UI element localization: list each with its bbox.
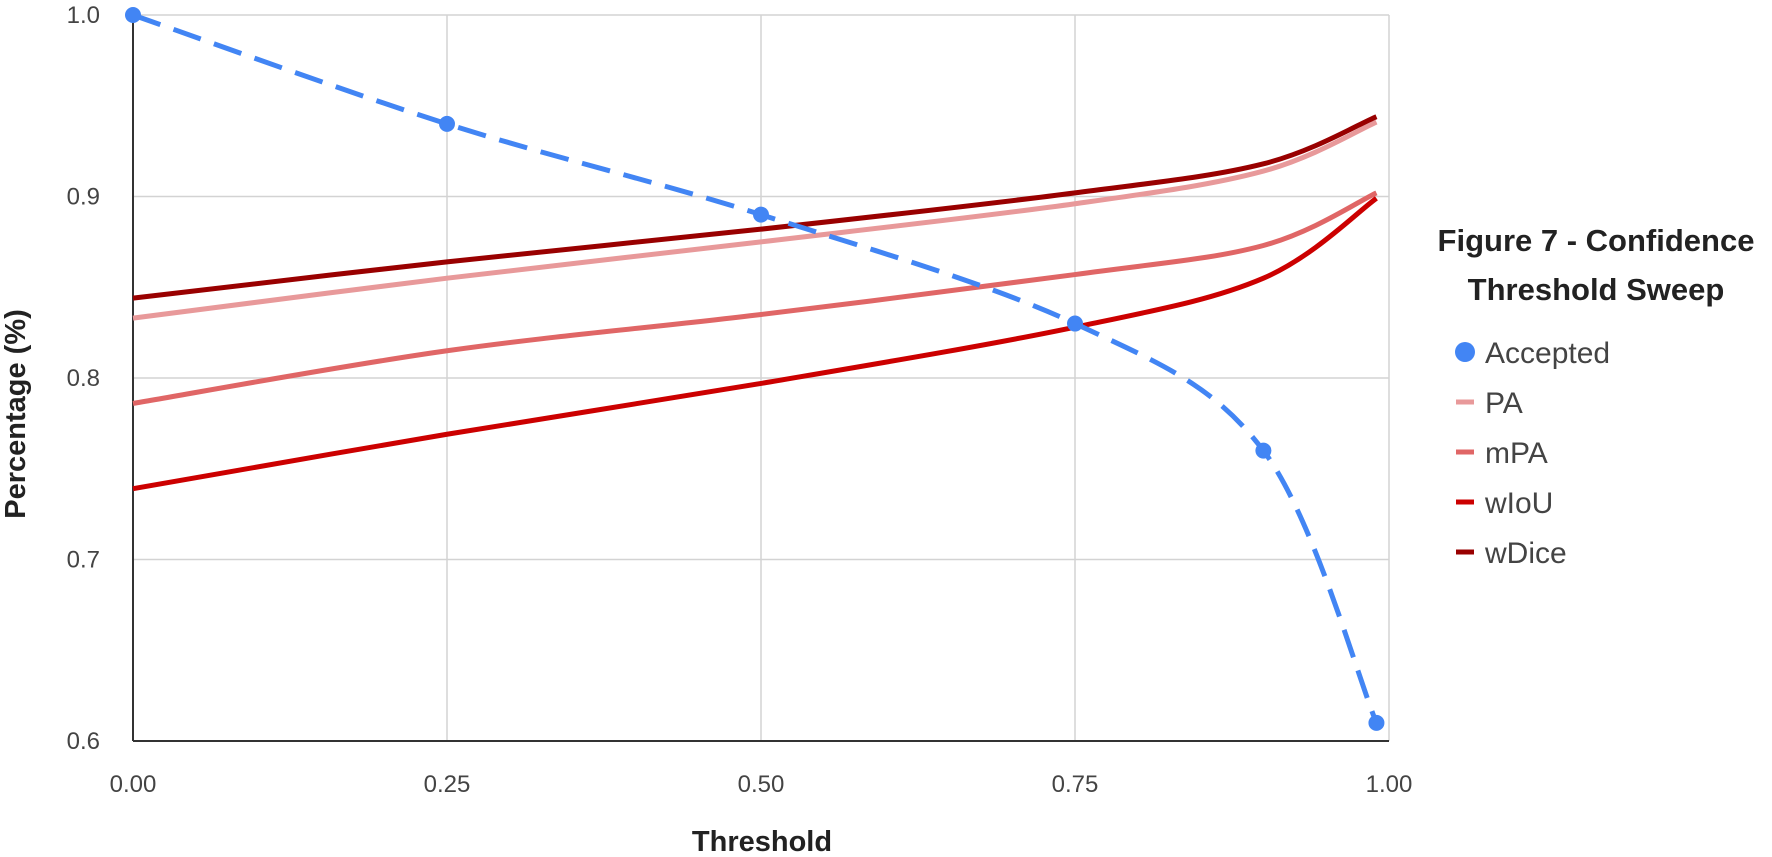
legend-title-line-1: Figure 7 - Confidence: [1438, 223, 1755, 258]
legend-item-accepted: Accepted: [1455, 337, 1610, 370]
legend-label-pa: PA: [1485, 387, 1523, 420]
series-line-mpa: [132, 190, 1378, 406]
legend-title-line-2: Threshold Sweep: [1468, 272, 1725, 307]
legend-items: Accepted PA mPA wIoU wDice: [1455, 337, 1610, 570]
gridlines: [132, 14, 1390, 742]
legend-label-accepted: Accepted: [1485, 337, 1610, 370]
legend: Figure 7 - Confidence Threshold Sweep Ac…: [1438, 223, 1755, 570]
series-line-accepted: [132, 12, 1379, 724]
x-tick-label: 1.00: [1366, 771, 1413, 798]
series-line-wdice: [132, 114, 1378, 301]
series-wiou: [132, 196, 1378, 492]
y-axis-title: Percentage (%): [0, 309, 32, 519]
y-tick-label: 0.9: [67, 184, 100, 211]
y-tick-label: 0.8: [67, 365, 100, 392]
series-mpa: [132, 190, 1378, 406]
x-axis-title: Threshold: [692, 826, 832, 857]
y-tick-label: 0.6: [67, 728, 100, 755]
legend-item-mpa: mPA: [1456, 437, 1548, 470]
series-pa: [132, 119, 1378, 321]
x-tick-label: 0.50: [738, 771, 785, 798]
legend-label-wdice: wDice: [1484, 537, 1567, 570]
y-tick-label: 1.0: [67, 2, 100, 29]
data-point-accepted: [125, 7, 141, 23]
data-point-accepted: [1067, 315, 1083, 332]
axes: [132, 15, 1389, 742]
legend-marker-accepted: [1455, 342, 1475, 362]
data-point-accepted: [439, 115, 455, 132]
x-tick-label: 0.75: [1052, 771, 1099, 798]
series-accepted: [125, 7, 1385, 731]
x-tick-label: 0.00: [110, 771, 157, 798]
tick-labels: 0.00 0.25 0.50 0.75 1.00 0.6 0.7 0.8 0.9 1.0: [67, 2, 1413, 798]
data-point-accepted: [753, 206, 769, 223]
plot-area: [125, 7, 1385, 731]
legend-label-mpa: mPA: [1485, 437, 1548, 470]
series-line-pa: [132, 119, 1378, 321]
data-point-accepted: [1255, 442, 1272, 459]
x-tick-label: 0.25: [424, 771, 471, 798]
series-line-wiou: [132, 196, 1378, 492]
data-point-accepted: [1368, 714, 1385, 731]
series-wdice: [132, 114, 1378, 301]
legend-item-wiou: wIoU: [1456, 487, 1553, 520]
y-tick-label: 0.7: [67, 547, 100, 574]
legend-label-wiou: wIoU: [1484, 487, 1553, 520]
legend-item-wdice: wDice: [1456, 537, 1567, 570]
legend-item-pa: PA: [1456, 387, 1523, 420]
